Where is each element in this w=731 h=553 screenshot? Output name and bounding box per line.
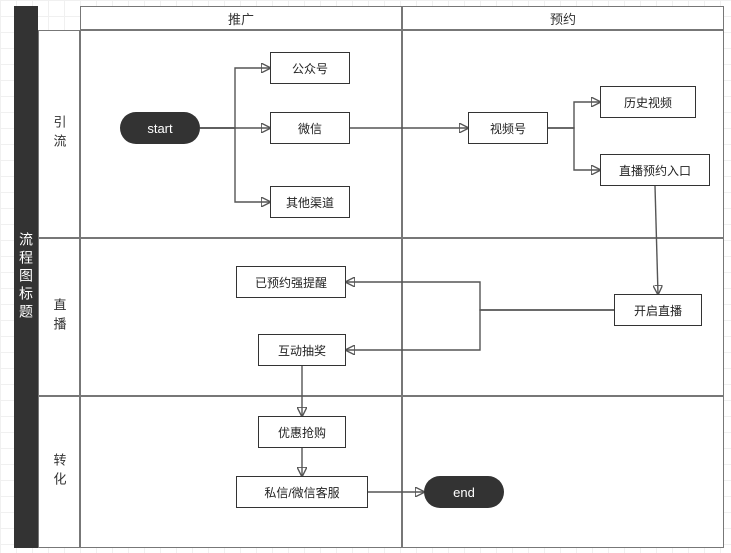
node-reserve-entry: 直播预约入口 — [600, 154, 710, 186]
node-label: 互动抽奖 — [278, 342, 326, 359]
lane-cell — [80, 396, 402, 548]
node-history-video: 历史视频 — [600, 86, 696, 118]
node-label: 公众号 — [292, 60, 328, 77]
node-label: 其他渠道 — [286, 194, 334, 211]
node-shipinhao: 视频号 — [468, 112, 548, 144]
node-weixin: 微信 — [270, 112, 350, 144]
lane-cell — [402, 30, 724, 238]
column-header-label: 推广 — [228, 9, 254, 28]
row-label-text: 直播 — [50, 298, 69, 336]
node-label: 视频号 — [490, 120, 526, 137]
node-start: start — [120, 112, 200, 144]
diagram-title-text: 流程图标题 — [16, 232, 36, 322]
node-label: end — [453, 485, 475, 500]
diagram-title: 流程图标题 — [14, 6, 38, 548]
node-end: end — [424, 476, 504, 508]
node-lottery: 互动抽奖 — [258, 334, 346, 366]
node-other-channel: 其他渠道 — [270, 186, 350, 218]
node-label: start — [147, 121, 172, 136]
node-label: 已预约强提醒 — [255, 274, 327, 291]
node-label: 微信 — [298, 120, 322, 137]
node-open-live: 开启直播 — [614, 294, 702, 326]
node-gongzhonghao: 公众号 — [270, 52, 350, 84]
node-label: 开启直播 — [634, 302, 682, 319]
column-header-label: 预约 — [550, 9, 576, 28]
node-promo-buy: 优惠抢购 — [258, 416, 346, 448]
node-label: 私信/微信客服 — [264, 484, 339, 501]
row-label-live: 直播 — [38, 238, 80, 396]
lane-cell — [402, 396, 724, 548]
row-label-text: 引流 — [50, 115, 69, 153]
node-dm-service: 私信/微信客服 — [236, 476, 368, 508]
column-header-reserve: 预约 — [402, 6, 724, 30]
lane-cell — [80, 238, 402, 396]
row-label-convert: 转化 — [38, 396, 80, 548]
column-header-promo: 推广 — [80, 6, 402, 30]
row-label-drain: 引流 — [38, 30, 80, 238]
row-label-text: 转化 — [50, 453, 69, 491]
node-remind: 已预约强提醒 — [236, 266, 346, 298]
node-label: 历史视频 — [624, 94, 672, 111]
node-label: 优惠抢购 — [278, 424, 326, 441]
node-label: 直播预约入口 — [619, 162, 691, 179]
